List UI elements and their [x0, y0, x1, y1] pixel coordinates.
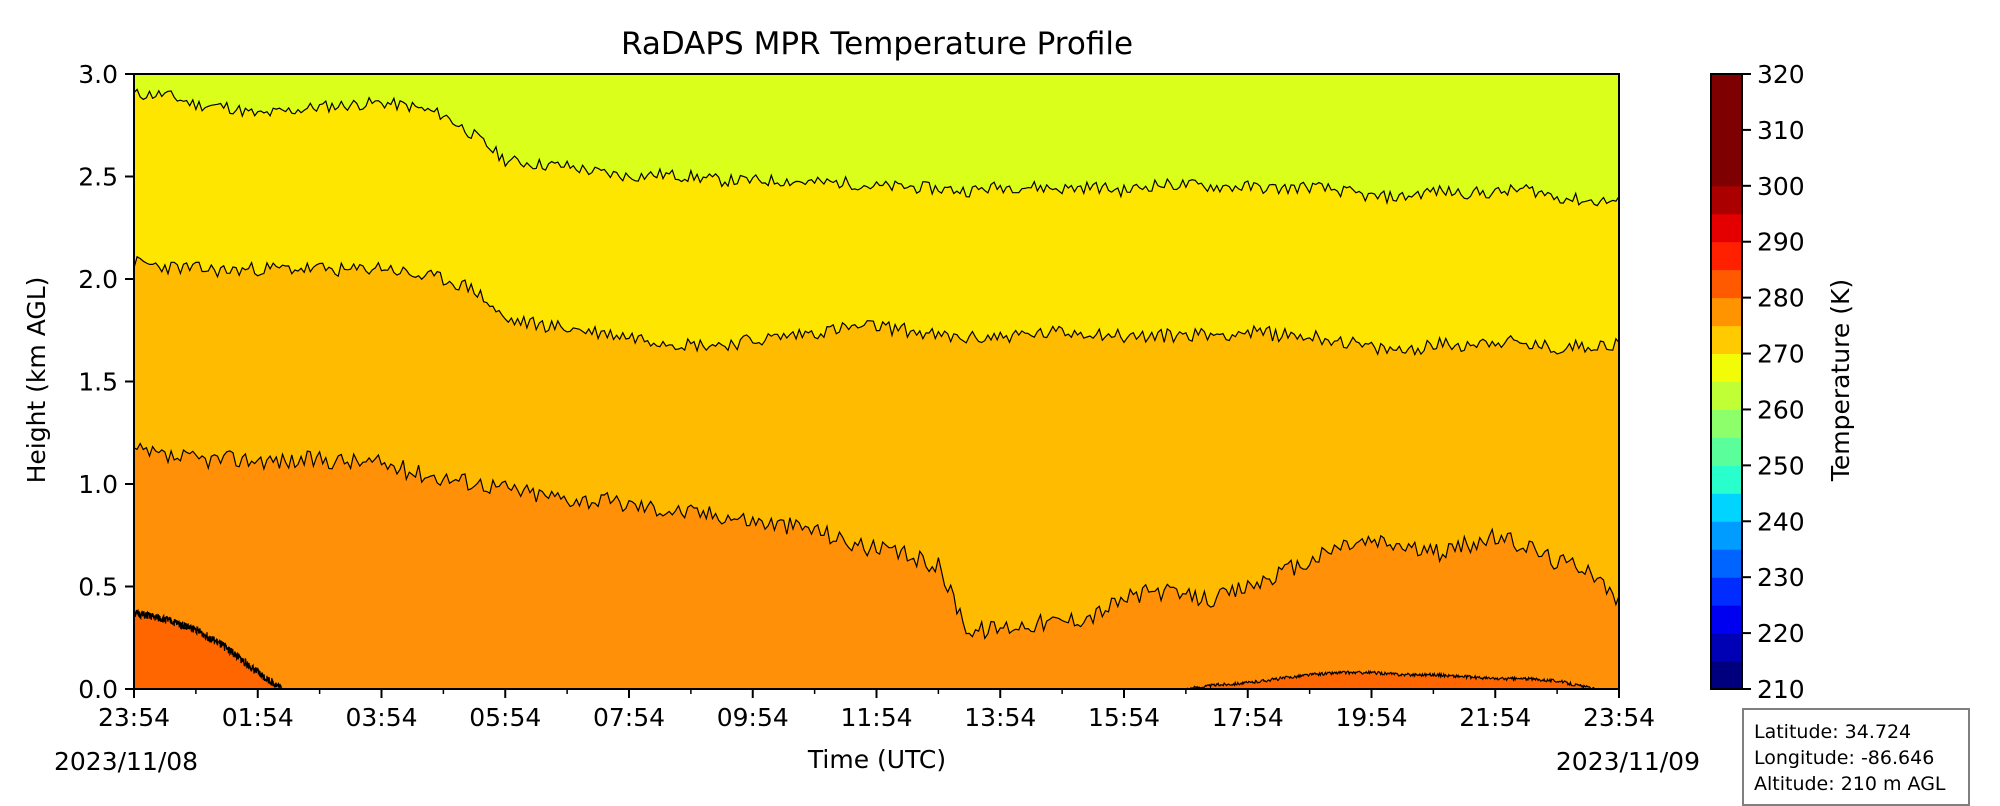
end-date-label: 2023/11/09: [1556, 747, 1700, 776]
x-axis-label: Time (UTC): [807, 745, 946, 774]
colorbar-tick-label: 320: [1757, 60, 1805, 89]
colorbar-step: [1711, 409, 1742, 438]
region-above-280: [134, 74, 1619, 206]
location-info-box: Latitude: 34.724 Longitude: -86.646 Alti…: [1742, 708, 1970, 806]
colorbar-step: [1711, 101, 1742, 131]
x-tick-label: 23:54: [98, 703, 170, 732]
colorbar-step: [1711, 325, 1742, 355]
colorbar-step: [1711, 213, 1742, 243]
colorbar-step: [1711, 157, 1742, 187]
x-tick-label: 19:54: [1335, 703, 1407, 732]
y-tick-label: 1.0: [78, 470, 118, 499]
colorbar-tick-label: 280: [1757, 284, 1805, 313]
colorbar-step: [1711, 493, 1742, 522]
colorbar-tick-label: 260: [1757, 395, 1805, 424]
x-tick-label: 11:54: [840, 703, 912, 732]
contour-line-warm-start: [133, 608, 283, 690]
colorbar-tick-label: 220: [1757, 619, 1805, 648]
y-axis-label: Height (km AGL): [22, 277, 51, 484]
x-tick-label: 03:54: [345, 703, 417, 732]
latitude-text: Latitude: 34.724: [1754, 721, 1912, 743]
colorbar-step: [1711, 437, 1742, 466]
contour-line-warm-end: [1185, 669, 1595, 691]
colorbar-tick-label: 300: [1757, 172, 1805, 201]
colorbar-tick-label: 250: [1757, 451, 1805, 480]
colorbar-tick-label: 230: [1757, 563, 1805, 592]
contour-line-lower: [133, 442, 1620, 640]
warm-pocket-start: [134, 610, 283, 689]
y-tick-label: 2.5: [78, 163, 118, 192]
x-tick-label: 21:54: [1459, 703, 1531, 732]
chart-title: RaDAPS MPR Temperature Profile: [621, 26, 1133, 62]
colorbar-step: [1711, 661, 1742, 690]
colorbar-tick-label: 310: [1757, 116, 1805, 145]
colorbar-step: [1711, 297, 1742, 327]
colorbar-step: [1711, 74, 1742, 103]
longitude-text: Longitude: -86.646: [1754, 747, 1935, 769]
colorbar-label: Temperature (K): [1826, 279, 1855, 482]
colorbar-step: [1711, 129, 1742, 159]
y-tick-label: 0.5: [78, 573, 118, 602]
colorbar-tick-label: 270: [1757, 340, 1805, 369]
x-tick-label: 09:54: [717, 703, 789, 732]
warm-pocket-end: [1185, 671, 1595, 689]
colorbar-step: [1711, 577, 1742, 606]
colorbar-step: [1711, 269, 1742, 299]
y-tick-label: 2.0: [78, 265, 118, 294]
x-tick-label: 17:54: [1212, 703, 1284, 732]
colorbar-step: [1711, 521, 1742, 550]
colorbar-step: [1711, 549, 1742, 578]
x-tick-label: 13:54: [964, 703, 1036, 732]
x-tick-label: 23:54: [1583, 703, 1655, 732]
y-tick-label: 0.0: [78, 675, 118, 704]
colorbar-step: [1711, 381, 1742, 410]
colorbar: 210 220 230 240 250 260 270 280 290 300 310 320: [1710, 60, 1805, 704]
colorbar-step: [1711, 465, 1742, 494]
axes: 23:54 01:54 03:54 05:54 07:54 09:54 11:54 13:54…: [78, 60, 1655, 732]
x-tick-label: 05:54: [469, 703, 541, 732]
contour-line-upper: [133, 88, 1620, 207]
start-date-label: 2023/11/08: [54, 747, 198, 776]
colorbar-tick-label: 290: [1757, 228, 1805, 257]
contour-line-middle: [133, 255, 1620, 357]
colorbar-step: [1711, 633, 1742, 662]
y-tick-label: 3.0: [78, 60, 118, 89]
y-tick-label: 1.5: [78, 368, 118, 397]
colorbar-step: [1711, 605, 1742, 634]
x-tick-label: 07:54: [593, 703, 665, 732]
colorbar-step: [1711, 353, 1742, 382]
x-tick-label: 15:54: [1088, 703, 1160, 732]
x-tick-label: 01:54: [222, 703, 294, 732]
altitude-text: Altitude: 210 m AGL: [1754, 773, 1946, 795]
colorbar-frame: [1710, 73, 1743, 690]
colorbar-step: [1711, 241, 1742, 271]
colorbar-tick-label: 240: [1757, 507, 1805, 536]
colorbar-step: [1711, 185, 1742, 215]
plot-area: [133, 74, 1620, 691]
colorbar-tick-label: 210: [1757, 675, 1805, 704]
